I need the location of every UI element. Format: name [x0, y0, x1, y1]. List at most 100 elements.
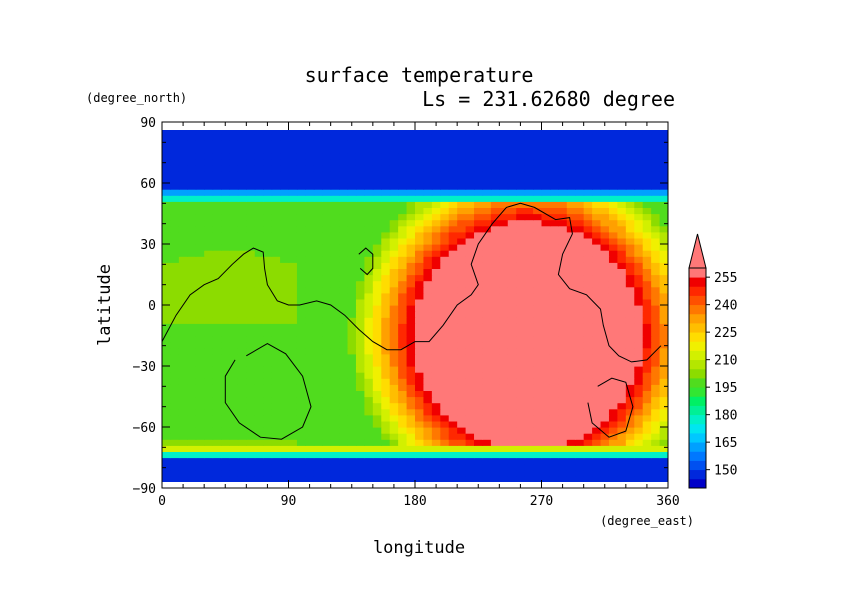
field-cell: [212, 164, 222, 172]
field-cell: [516, 298, 526, 306]
field-cell: [355, 152, 365, 160]
field-cell: [254, 244, 264, 251]
field-cell: [288, 158, 298, 166]
field-cell: [490, 341, 500, 349]
field-cell: [431, 176, 441, 184]
field-cell: [296, 268, 306, 276]
field-cell: [372, 134, 382, 141]
field-cell: [246, 305, 256, 312]
field-cell: [566, 292, 576, 300]
field-cell: [162, 359, 172, 367]
field-cell: [288, 256, 298, 263]
field-cell: [448, 366, 458, 373]
field-cell: [221, 451, 231, 459]
field-cell: [415, 256, 425, 263]
field-cell: [288, 335, 298, 343]
field-cell: [221, 317, 231, 324]
field-cell: [507, 359, 517, 367]
field-cell: [280, 396, 290, 404]
field-cell: [499, 305, 509, 312]
field-cell: [204, 384, 214, 391]
field-cell: [592, 213, 602, 221]
field-cell: [474, 414, 484, 422]
field-cell: [271, 298, 281, 306]
field-cell: [415, 384, 425, 391]
field-cell: [170, 341, 180, 349]
field-cell: [558, 323, 568, 330]
field-cell: [296, 280, 306, 288]
field-cell: [288, 347, 298, 355]
field-cell: [642, 158, 652, 166]
field-cell: [246, 317, 256, 324]
field-cell: [204, 347, 214, 355]
field-cell: [659, 475, 668, 482]
field-cell: [651, 256, 661, 263]
field-cell: [280, 414, 290, 422]
field-cell: [237, 359, 247, 367]
field-cell: [431, 134, 441, 141]
field-cell: [482, 463, 492, 471]
field-cell: [507, 390, 517, 398]
field-cell: [330, 451, 340, 459]
field-cell: [313, 347, 323, 355]
field-cell: [592, 439, 602, 446]
field-cell: [431, 219, 441, 227]
field-cell: [187, 219, 197, 227]
field-cell: [195, 286, 205, 294]
field-cell: [659, 317, 668, 324]
field-cell: [566, 359, 576, 367]
field-cell: [516, 408, 526, 416]
field-cell: [195, 189, 205, 196]
field-cell: [625, 176, 635, 184]
field-cell: [507, 268, 517, 276]
field-cell: [634, 305, 644, 312]
field-cell: [296, 189, 306, 196]
field-cell: [254, 158, 264, 166]
field-cell: [406, 353, 416, 361]
field-cell: [398, 366, 408, 373]
field-cell: [533, 292, 543, 300]
field-cell: [465, 433, 475, 440]
field-cell: [566, 427, 576, 434]
field-cell: [364, 274, 374, 282]
field-cell: [372, 207, 382, 215]
field-cell: [651, 329, 661, 337]
field-cell: [490, 347, 500, 355]
field-cell: [246, 231, 256, 239]
field-cell: [524, 256, 534, 263]
field-cell: [415, 427, 425, 434]
field-cell: [440, 463, 450, 471]
field-cell: [246, 225, 256, 233]
field-cell: [263, 408, 273, 416]
field-cell: [364, 329, 374, 337]
field-cell: [566, 414, 576, 422]
field-cell: [237, 152, 247, 160]
field-cell: [389, 433, 399, 440]
field-cell: [415, 329, 425, 337]
field-cell: [516, 201, 526, 208]
field-cell: [465, 213, 475, 221]
field-cell: [625, 414, 635, 422]
field-cell: [406, 231, 416, 239]
field-cell: [575, 170, 585, 178]
field-cell: [322, 445, 332, 452]
field-cell: [389, 305, 399, 312]
field-cell: [313, 250, 323, 257]
field-cell: [431, 207, 441, 215]
field-cell: [516, 445, 526, 452]
field-cell: [558, 268, 568, 276]
field-cell: [583, 189, 593, 196]
field-cell: [617, 329, 627, 337]
field-cell: [566, 384, 576, 391]
field-cell: [271, 311, 281, 318]
field-cell: [659, 164, 668, 172]
field-cell: [237, 378, 247, 385]
field-cell: [296, 274, 306, 282]
field-cell: [212, 378, 222, 385]
field-cell: [170, 256, 180, 263]
field-cell: [465, 262, 475, 269]
field-cell: [288, 176, 298, 184]
field-cell: [170, 244, 180, 251]
field-cell: [187, 298, 197, 306]
field-cell: [288, 353, 298, 361]
